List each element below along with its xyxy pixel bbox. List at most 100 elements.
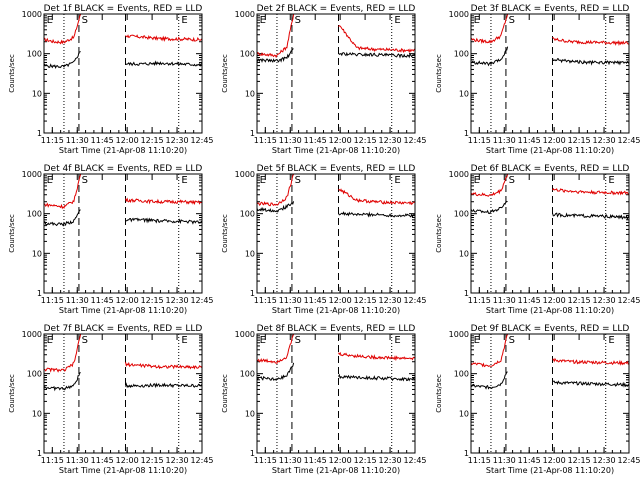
marker-s: S bbox=[82, 175, 88, 186]
marker-e: E bbox=[47, 335, 53, 346]
x-tick-label: 12:00 bbox=[116, 296, 139, 305]
x-tick-label: 11:45 bbox=[304, 296, 327, 305]
x-tick-label: 12:30 bbox=[166, 136, 189, 145]
x-tick-label: 12:00 bbox=[116, 136, 139, 145]
y-tick-label: 1 bbox=[250, 289, 255, 298]
lld-trace bbox=[44, 14, 202, 45]
x-tick-label: 12:45 bbox=[403, 296, 426, 305]
x-tick-label: 12:45 bbox=[617, 136, 640, 145]
marker-e: E bbox=[608, 335, 614, 346]
events-trace bbox=[257, 362, 415, 382]
x-tick-label: 11:30 bbox=[279, 456, 302, 465]
plot-frame bbox=[470, 173, 630, 294]
x-tick-label: 11:45 bbox=[518, 136, 541, 145]
lld-trace bbox=[471, 334, 629, 368]
x-tick-label: 12:15 bbox=[354, 136, 377, 145]
panel-title: Det 7f BLACK = Events, RED = LLD bbox=[44, 324, 203, 334]
marker-e: E bbox=[394, 15, 400, 26]
x-axis-label: Start Time (21-Apr-08 11:10:20) bbox=[486, 146, 614, 155]
x-tick-label: 12:15 bbox=[141, 296, 164, 305]
panel-title: Det 6f BLACK = Events, RED = LLD bbox=[471, 164, 630, 174]
x-tick-label: 11:30 bbox=[493, 456, 516, 465]
x-tick-label: 12:45 bbox=[190, 296, 213, 305]
panel-6: Det 6f BLACK = Events, RED = LLD Counts/s… bbox=[435, 164, 640, 315]
y-tick-label: 100 bbox=[454, 210, 469, 219]
plot-frame bbox=[256, 173, 416, 294]
marker-e: E bbox=[394, 175, 400, 186]
y-tick-label: 10 bbox=[245, 89, 255, 98]
y-tick-label: 1000 bbox=[235, 170, 255, 179]
x-tick-label: 12:30 bbox=[593, 136, 616, 145]
marker-s: S bbox=[509, 15, 515, 26]
x-tick-label: 12:00 bbox=[543, 456, 566, 465]
y-tick-label: 100 bbox=[240, 370, 255, 379]
y-axis-label: Counts/sec bbox=[8, 374, 16, 413]
x-tick-label: 11:45 bbox=[304, 456, 327, 465]
panel-title: Det 4f BLACK = Events, RED = LLD bbox=[44, 164, 203, 174]
marker-s: S bbox=[295, 175, 301, 186]
y-tick-label: 1 bbox=[250, 449, 255, 458]
events-trace bbox=[44, 209, 202, 227]
x-tick-label: 12:15 bbox=[568, 296, 591, 305]
marker-e: E bbox=[181, 335, 187, 346]
panel-title: Det 8f BLACK = Events, RED = LLD bbox=[257, 324, 416, 334]
y-tick-label: 1 bbox=[464, 289, 469, 298]
x-tick-label: 12:30 bbox=[593, 296, 616, 305]
y-tick-label: 10 bbox=[245, 249, 255, 258]
y-tick-label: 1 bbox=[464, 129, 469, 138]
marker-e: E bbox=[474, 15, 480, 26]
panel-title: Det 5f BLACK = Events, RED = LLD bbox=[257, 164, 416, 174]
x-tick-label: 11:30 bbox=[66, 456, 89, 465]
marker-s: S bbox=[82, 335, 88, 346]
plot-frame bbox=[470, 333, 630, 454]
x-tick-label: 11:15 bbox=[254, 136, 277, 145]
y-axis-label: Counts/sec bbox=[8, 214, 16, 253]
x-tick-label: 11:30 bbox=[493, 136, 516, 145]
x-tick-label: 12:15 bbox=[141, 456, 164, 465]
marker-e: E bbox=[608, 15, 614, 26]
y-axis-label: Counts/sec bbox=[221, 374, 229, 413]
x-tick-label: 12:15 bbox=[568, 136, 591, 145]
y-tick-label: 1 bbox=[37, 289, 42, 298]
x-axis-label: Start Time (21-Apr-08 11:10:20) bbox=[59, 146, 187, 155]
plot-frame bbox=[43, 173, 203, 294]
y-tick-label: 1000 bbox=[235, 330, 255, 339]
plot-frame bbox=[470, 13, 630, 134]
y-tick-label: 1000 bbox=[22, 170, 42, 179]
x-tick-label: 11:45 bbox=[518, 456, 541, 465]
marker-e: E bbox=[608, 175, 614, 186]
panel-title: Det 3f BLACK = Events, RED = LLD bbox=[471, 4, 630, 14]
marker-e: E bbox=[474, 175, 480, 186]
panel-9: Det 9f BLACK = Events, RED = LLD Counts/s… bbox=[435, 324, 640, 475]
lld-trace bbox=[44, 334, 202, 373]
x-tick-label: 11:45 bbox=[91, 296, 114, 305]
marker-s: S bbox=[509, 175, 515, 186]
x-tick-label: 11:30 bbox=[66, 136, 89, 145]
x-tick-label: 11:30 bbox=[279, 136, 302, 145]
y-tick-label: 100 bbox=[240, 50, 255, 59]
x-tick-label: 12:45 bbox=[617, 456, 640, 465]
y-tick-label: 1 bbox=[464, 449, 469, 458]
marker-e: E bbox=[260, 175, 266, 186]
x-axis-label: Start Time (21-Apr-08 11:10:20) bbox=[59, 466, 187, 475]
x-tick-label: 11:15 bbox=[254, 296, 277, 305]
x-tick-label: 11:30 bbox=[66, 296, 89, 305]
marker-s: S bbox=[295, 335, 301, 346]
marker-s: S bbox=[509, 335, 515, 346]
x-tick-label: 12:30 bbox=[379, 456, 402, 465]
y-tick-label: 100 bbox=[454, 370, 469, 379]
y-tick-label: 10 bbox=[459, 89, 469, 98]
x-tick-label: 12:15 bbox=[354, 296, 377, 305]
x-tick-label: 11:45 bbox=[518, 296, 541, 305]
plot-frame bbox=[256, 13, 416, 134]
marker-s: S bbox=[82, 15, 88, 26]
x-tick-label: 12:00 bbox=[329, 136, 352, 145]
plot-frame bbox=[43, 333, 203, 454]
y-tick-label: 1000 bbox=[449, 10, 469, 19]
y-tick-label: 100 bbox=[27, 50, 42, 59]
x-tick-label: 11:45 bbox=[304, 136, 327, 145]
x-tick-label: 11:30 bbox=[279, 296, 302, 305]
y-axis-label: Counts/sec bbox=[221, 214, 229, 253]
y-tick-label: 1 bbox=[37, 449, 42, 458]
x-tick-label: 11:15 bbox=[468, 456, 491, 465]
